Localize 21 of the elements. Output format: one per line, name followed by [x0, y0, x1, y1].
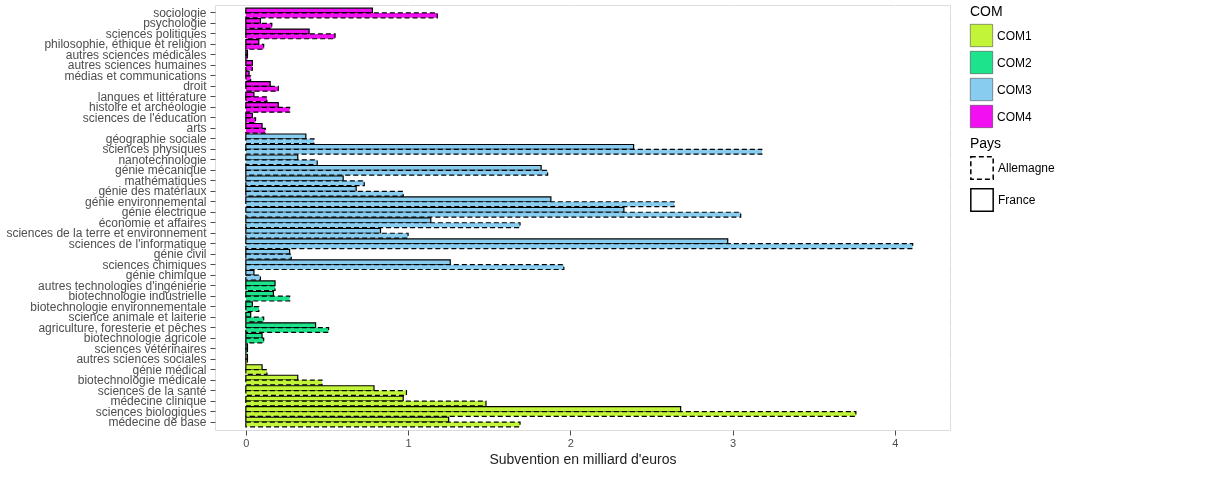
bar [245, 43, 265, 50]
legend-label: France [998, 193, 1036, 207]
y-tick-label: géographie sociale [105, 131, 207, 146]
text: COM [970, 3, 1003, 19]
x-tick-label: 4 [892, 436, 899, 449]
bar [245, 421, 521, 428]
legend-label: COM4 [997, 109, 1032, 124]
y-tick-label: sociologie [153, 5, 207, 20]
x-tick-label: 3 [730, 436, 737, 449]
legend-label: COM2 [997, 55, 1032, 70]
legend-label: COM1 [997, 28, 1032, 43]
bar [245, 64, 253, 71]
x-tick-label: 1 [405, 436, 412, 449]
text: Pays [970, 135, 1002, 151]
x-tick-label: 2 [567, 436, 574, 449]
legend-label: Allemagne [998, 161, 1056, 175]
legend-label: COM3 [997, 82, 1032, 97]
x-axis-title: Subvention en milliard d'euros [489, 450, 677, 467]
x-tick-label: 0 [243, 436, 250, 449]
bar [245, 337, 265, 344]
y-tick-label: sciences de l'informatique [68, 236, 207, 251]
